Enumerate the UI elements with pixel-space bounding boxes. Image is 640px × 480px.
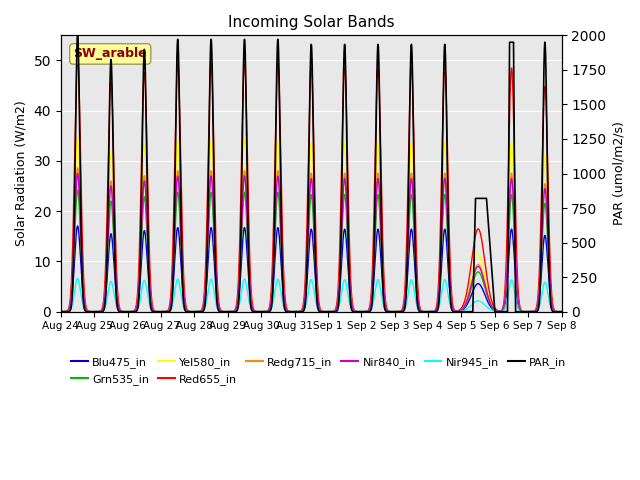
Title: Incoming Solar Bands: Incoming Solar Bands bbox=[228, 15, 395, 30]
Y-axis label: Solar Radiation (W/m2): Solar Radiation (W/m2) bbox=[15, 101, 28, 246]
Y-axis label: PAR (umol/m2/s): PAR (umol/m2/s) bbox=[612, 121, 625, 226]
Text: SW_arable: SW_arable bbox=[74, 48, 147, 60]
Legend: Blu475_in, Grn535_in, Yel580_in, Red655_in, Redg715_in, Nir840_in, Nir945_in, PA: Blu475_in, Grn535_in, Yel580_in, Red655_… bbox=[67, 353, 571, 389]
